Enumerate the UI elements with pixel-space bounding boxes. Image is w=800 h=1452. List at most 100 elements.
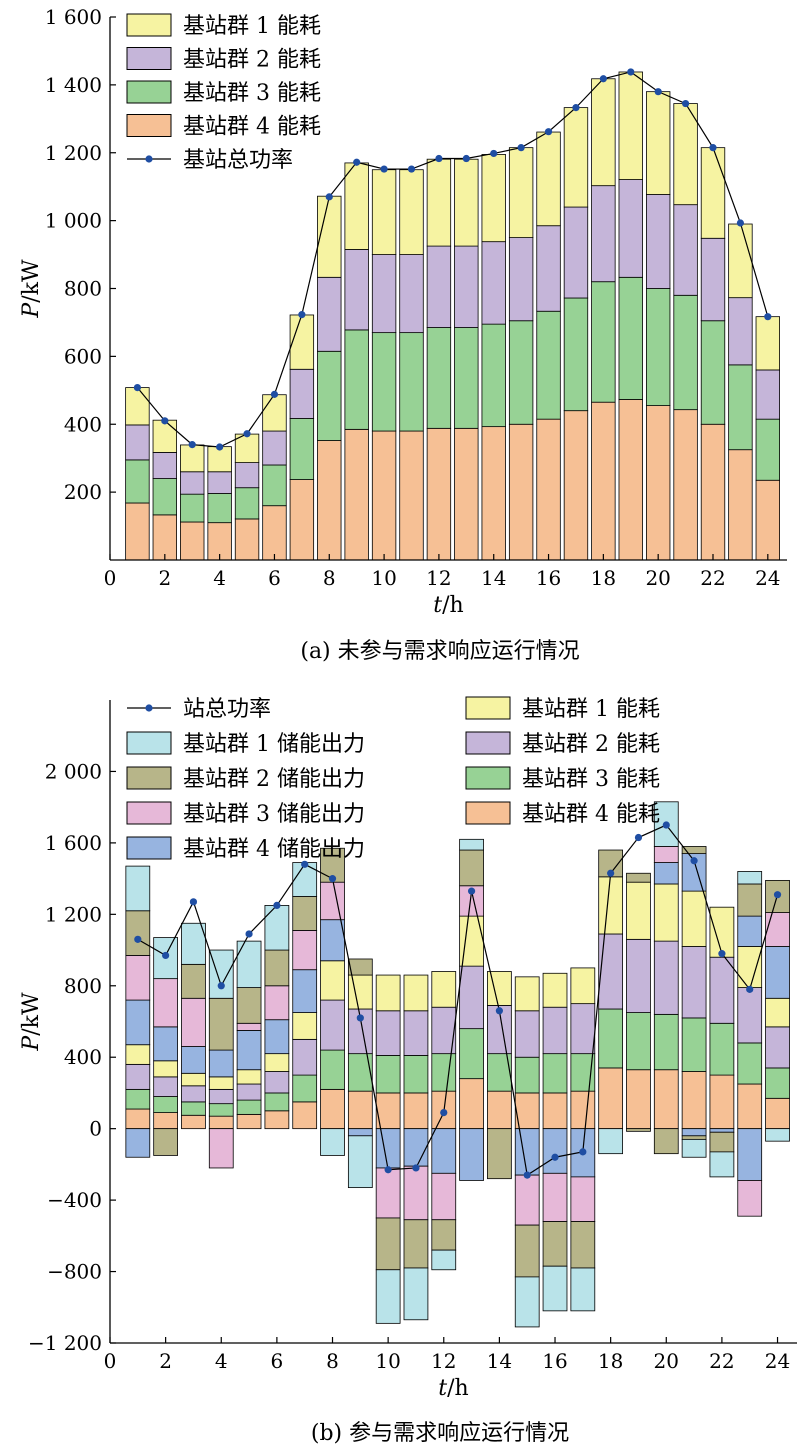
a-bar-g2 (152, 452, 178, 479)
b-total-power-point (746, 985, 754, 993)
b-bar-pos-g1 (431, 971, 457, 1008)
b-bar-pos-s4 (125, 999, 151, 1046)
b-bar-pos-s2 (125, 910, 151, 956)
b-bar-pos-g1 (487, 971, 512, 1006)
a-bar-g1 (317, 195, 342, 278)
a-bar-g1 (371, 169, 397, 255)
b-x-tick-label: 4 (215, 1349, 228, 1373)
a-bar-g3 (454, 327, 479, 429)
b-bar-pos-g2 (459, 965, 484, 1030)
b-bar-pos-g4 (626, 1069, 651, 1130)
b-bar-neg-s4 (375, 1128, 401, 1169)
b-total-power-point (384, 1166, 392, 1174)
b-x-tick-label: 10 (375, 1349, 400, 1373)
b-total-power-point (273, 901, 281, 910)
b-bar-pos-g1 (709, 906, 735, 958)
b-bar-pos-g4 (181, 1114, 206, 1130)
a-bar-g4 (180, 521, 205, 561)
b-bar-neg-s2 (709, 1131, 735, 1153)
b-bar-pos-s4 (292, 969, 318, 1013)
b-x-tick-label: 22 (709, 1349, 734, 1373)
b-x-tick-label: 18 (598, 1349, 623, 1373)
b-bar-pos-g2 (125, 1063, 151, 1090)
b-x-tick-label: 0 (104, 1349, 117, 1373)
a-x-tick-label: 0 (104, 566, 117, 590)
a-bar-g3 (645, 288, 671, 406)
b-bar-pos-g4 (765, 1097, 790, 1130)
b-bar-pos-g1 (626, 881, 651, 940)
b-bar-neg-s4 (542, 1128, 568, 1174)
b-bar-pos-g2 (681, 946, 707, 1019)
b-bar-pos-g3 (459, 1028, 484, 1080)
b-bar-neg-s4 (125, 1128, 151, 1158)
b-bar-pos-g3 (403, 1055, 429, 1094)
a-bar-g2 (673, 204, 698, 296)
a-bar-g3 (728, 364, 753, 451)
b-bar-pos-g1 (570, 967, 596, 1005)
b-total-power-point (217, 982, 225, 990)
a-bar-g2 (728, 297, 753, 366)
a-bar-g2 (591, 185, 616, 283)
b-bar-pos-g4 (125, 1108, 151, 1130)
b-bar-neg-s2 (431, 1219, 457, 1251)
b-bar-neg-s4 (681, 1128, 707, 1137)
a-total-power-point (462, 154, 470, 163)
a-bar-g2 (618, 179, 643, 278)
a-bar-g2 (125, 424, 150, 461)
a-bar-g1 (700, 147, 726, 239)
b-bar-pos-g3 (598, 1008, 624, 1069)
a-bar-g1 (536, 131, 561, 227)
b-bar-pos-g2 (264, 1071, 290, 1094)
b-bar-pos-s4 (181, 1046, 206, 1074)
b-bar-pos-g4 (320, 1088, 345, 1130)
a-bar-g3 (207, 493, 232, 524)
b-bar-neg-s2 (653, 1128, 679, 1155)
a-bar-g2 (399, 254, 424, 334)
b-bar-pos-g1 (403, 974, 429, 1012)
b-bar-pos-g1 (208, 1076, 234, 1090)
b-legend-label-s2: 基站群 2 储能出力 (183, 767, 365, 792)
a-y-axis-label: P/kW (19, 259, 44, 319)
b-bar-pos-g2 (181, 1085, 206, 1103)
a-total-power-point (764, 313, 772, 321)
a-total-power-point (325, 193, 333, 201)
b-legend-label-g2: 基站群 2 能耗 (522, 732, 660, 757)
b-total-power-point (718, 950, 726, 958)
a-bar-g1 (289, 314, 315, 370)
a-total-power-point (709, 144, 717, 152)
a-bar-g4 (700, 423, 726, 561)
a-bar-g4 (728, 449, 753, 561)
b-bar-pos-g3 (347, 1053, 373, 1092)
b-y-axis-label: P/kW (19, 992, 44, 1052)
b-legend-swatch-s3 (126, 801, 172, 825)
a-legend-label-g1: 基站群 1 能耗 (183, 14, 321, 39)
a-bar-g1 (591, 78, 616, 187)
a-legend-label-g3: 基站群 3 能耗 (183, 81, 321, 106)
b-total-power-point (662, 821, 670, 829)
a-total-power-point (544, 128, 553, 136)
b-y-tick-label: 1 600 (45, 831, 102, 855)
b-bar-pos-g4 (681, 1071, 707, 1130)
a-legend-swatch-g3 (126, 80, 172, 104)
a-bar-g2 (289, 368, 315, 419)
b-bar-neg-s2 (570, 1221, 596, 1269)
b-y-tick-label: 0 (89, 1117, 102, 1141)
b-bar-pos-g4 (208, 1115, 234, 1130)
b-x-tick-label: 2 (159, 1349, 172, 1373)
b-y-tick-label: 1 200 (45, 902, 102, 926)
b-bar-pos-s2 (737, 883, 763, 917)
b-bar-pos-g4 (459, 1078, 484, 1130)
b-bar-pos-g1 (153, 1060, 178, 1078)
b-bar-pos-s2 (236, 987, 262, 1024)
b-bar-neg-s3 (403, 1165, 429, 1221)
b-total-power-point (328, 875, 337, 883)
a-bar-g4 (454, 427, 479, 561)
b-bar-pos-g3 (125, 1088, 151, 1110)
a-total-power-point (681, 99, 690, 108)
b-bar-pos-g3 (653, 1013, 679, 1071)
a-legend-label-line: 基站总功率 (183, 148, 293, 173)
b-bar-neg-s4 (459, 1128, 484, 1181)
a-bar-g3 (755, 418, 780, 481)
a-y-tick-label: 1 200 (45, 141, 102, 165)
